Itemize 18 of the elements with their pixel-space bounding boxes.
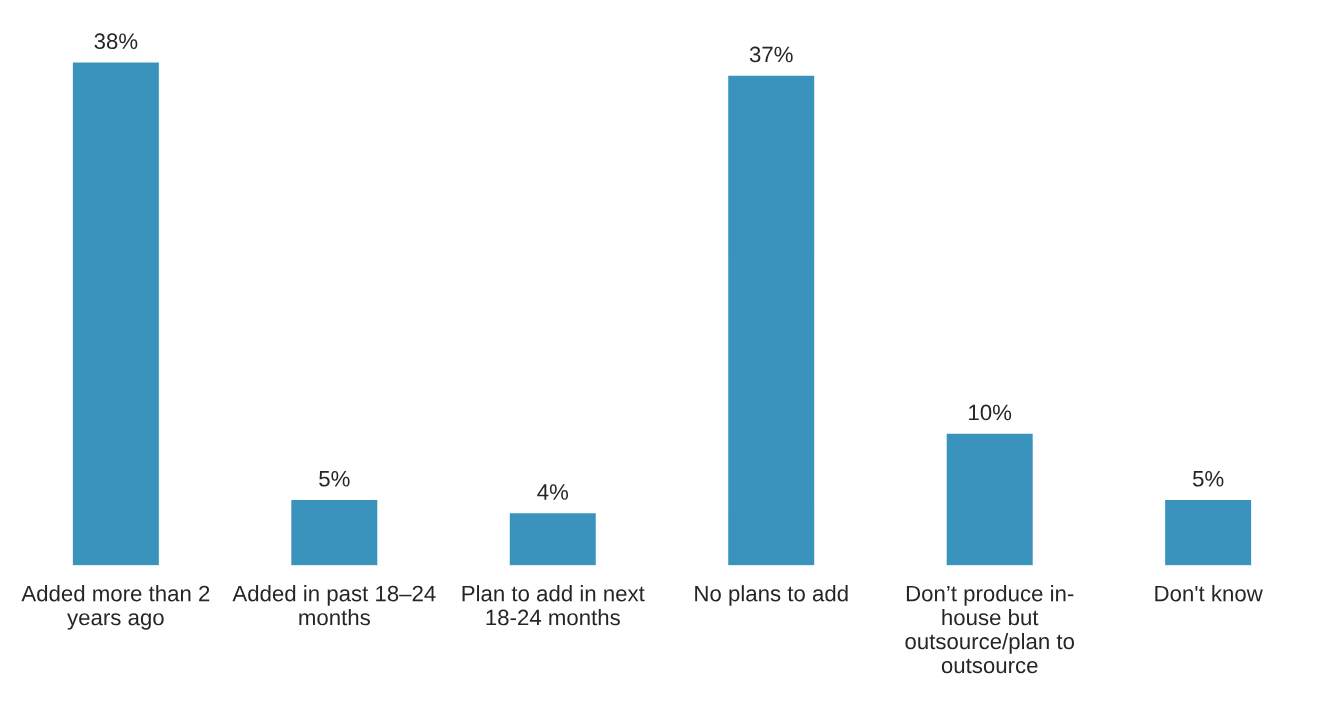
- bar: [508, 511, 598, 566]
- data-label: 10%: [969, 404, 1012, 421]
- x-tick-label: Added more than 2 years ago: [21, 585, 210, 630]
- data-label: 4%: [537, 484, 569, 500]
- bar: [71, 61, 161, 566]
- bar: [726, 74, 816, 566]
- bar: [1163, 498, 1253, 566]
- data-label: 5%: [319, 470, 350, 487]
- x-tick-label: Plan to add in next 18-24 months: [462, 585, 645, 626]
- data-label: 5%: [1192, 470, 1224, 487]
- x-tick-label: Added in past 18–24 months: [232, 585, 436, 626]
- bar: [945, 432, 1035, 566]
- x-tick-label: No plans to add: [695, 585, 848, 606]
- data-label: 37%: [749, 46, 793, 63]
- bar: [289, 498, 379, 566]
- x-tick-label: Don't know: [1155, 585, 1263, 602]
- x-tick-label: Don’t produce in- house but outsource/plan to outsource: [905, 585, 1075, 674]
- data-label: 38%: [94, 33, 138, 50]
